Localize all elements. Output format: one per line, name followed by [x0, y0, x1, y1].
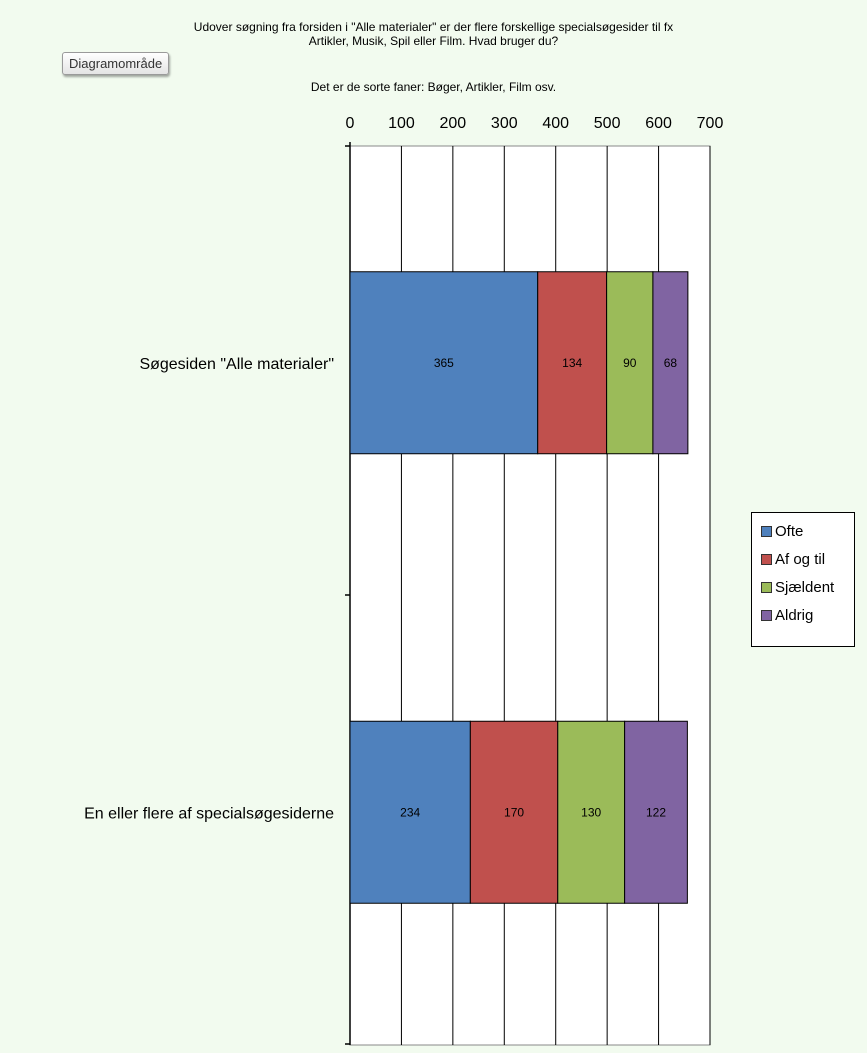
legend-swatch [761, 609, 772, 621]
bar-segment [349, 271, 539, 455]
data-label: 170 [504, 805, 524, 819]
bar-segment [349, 720, 471, 904]
legend-label: Af og til [775, 550, 826, 568]
x-tick-label: 600 [645, 115, 672, 132]
x-tick-label: 300 [491, 115, 518, 132]
bar-segment [469, 720, 559, 904]
x-tick-label: 500 [594, 115, 621, 132]
data-label: 122 [646, 805, 666, 819]
data-label: 130 [581, 805, 601, 819]
legend-item: Ofte [761, 517, 854, 545]
bar-segment [624, 720, 688, 904]
bar-segment [537, 271, 608, 455]
chart-legend: Ofte Af og til Sjældent Aldrig [751, 512, 855, 647]
data-label: 234 [400, 805, 420, 819]
legend-label: Sjældent [775, 578, 835, 596]
x-tick-label: 700 [697, 115, 724, 132]
legend-item: Aldrig [761, 601, 854, 629]
bar-segment [606, 271, 654, 455]
data-label: 365 [434, 356, 454, 370]
x-tick-label: 0 [346, 115, 355, 132]
legend-swatch [761, 525, 772, 537]
legend-label: Aldrig [775, 606, 814, 624]
legend-swatch [761, 553, 772, 565]
legend-item: Af og til [761, 545, 854, 573]
category-label: Søgesiden "Alle materialer" [139, 356, 334, 373]
data-label: 90 [623, 356, 637, 370]
legend-item: Sjældent [761, 573, 854, 601]
data-label: 68 [664, 356, 678, 370]
category-label: En eller flere af specialsøgesiderne [84, 805, 334, 822]
data-label: 134 [562, 356, 582, 370]
x-tick-label: 400 [542, 115, 569, 132]
chart-area-tooltip: Diagramområde [62, 52, 170, 75]
chart-title-line-1: Udover søgning fra forsiden i "Alle mate… [193, 20, 674, 34]
x-tick-label: 100 [388, 115, 415, 132]
chart-subtitle: Det er de sorte faner: Bøger, Artikler, … [310, 80, 557, 94]
bar-segment [557, 720, 626, 904]
legend-swatch [761, 581, 772, 593]
bar-segment [652, 271, 689, 455]
legend-label: Ofte [775, 522, 804, 540]
chart-title-line-2: Artikler, Musik, Spil eller Film. Hvad b… [308, 34, 559, 48]
x-tick-label: 200 [440, 115, 467, 132]
